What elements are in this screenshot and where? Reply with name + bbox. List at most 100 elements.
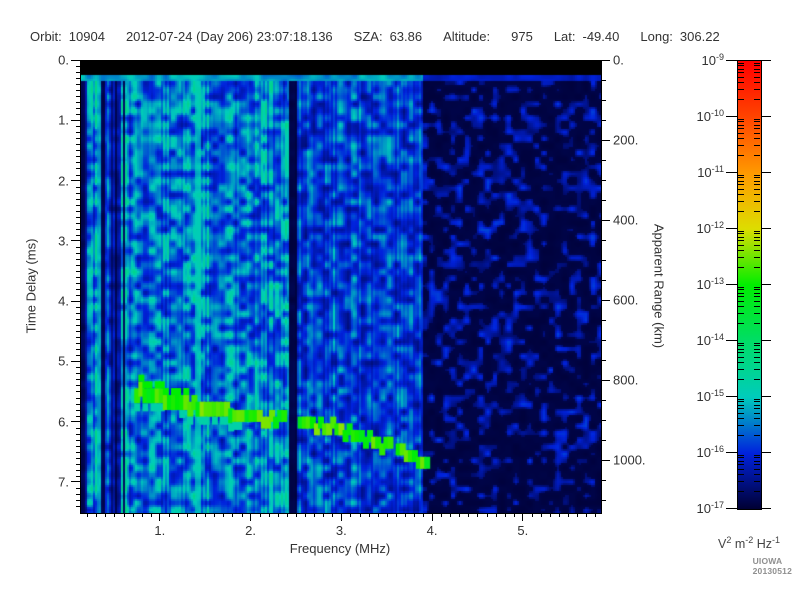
colorbar-minor-tick [754,99,760,101]
left-axis-minor-tick [76,343,80,345]
colorbar-minor-tick [738,82,744,84]
x-axis-minor-tick [123,513,125,517]
colorbar-minor-tick [754,362,760,364]
left-axis-title: Time Delay (ms) [23,238,39,334]
x-axis-tick-label: 3. [335,523,347,538]
colorbar-minor-tick [754,230,760,232]
left-axis-tick [71,119,80,121]
x-axis-tick [250,513,252,521]
x-axis-tick [522,513,524,521]
x-axis-tick-label: 1. [154,523,166,538]
colorbar-minor-tick [738,184,744,186]
colorbar-minor-tick [738,292,744,294]
colorbar-minor-tick [754,348,760,350]
left-axis-minor-tick [76,84,80,86]
header-item: Orbit: 10904 [30,29,105,44]
x-axis-minor-tick [295,513,297,517]
right-axis-tick [601,59,610,61]
colorbar [737,60,762,510]
x-axis-minor-tick [513,513,515,517]
colorbar-minor-tick [738,418,744,420]
colorbar-minor-tick [738,180,744,182]
header-item-label: Orbit: [30,29,62,44]
colorbar-minor-tick [738,177,744,179]
colorbar-minor-tick [738,211,744,213]
right-axis-minor-tick [601,200,606,201]
colorbar-minor-tick [738,188,744,190]
left-axis-minor-tick [76,144,80,146]
colorbar-minor-tick [738,76,744,78]
colorbar-minor-tick [738,474,744,476]
header-item: Long: 306.22 [640,29,719,44]
colorbar-minor-tick [738,369,744,371]
colorbar-minor-tick [754,267,760,269]
colorbar-minor-tick [738,65,744,67]
colorbar-tick-label: 10-17 [696,499,724,517]
colorbar-tick [761,227,771,229]
x-axis-title: Frequency (MHz) [289,541,391,556]
colorbar-minor-tick [754,188,760,190]
colorbar-minor-tick [754,369,760,371]
colorbar-minor-tick [738,289,744,291]
colorbar-tick [726,115,737,117]
colorbar-minor-tick [738,236,744,238]
left-axis-minor-tick [76,295,80,297]
left-axis-minor-tick [76,385,80,387]
colorbar-minor-tick [754,412,760,414]
header-item: Lat: -49.40 [554,29,620,44]
left-axis-minor-tick [76,204,80,206]
x-axis-minor-tick [314,513,316,517]
x-axis-minor-tick [96,513,98,517]
header-item-value: 306.22 [679,29,720,44]
colorbar-minor-tick [754,174,760,176]
right-axis-tick [601,219,610,221]
colorbar-minor-tick [754,233,760,235]
colorbar-tick-label: 10-15 [696,387,724,405]
x-axis-minor-tick [305,513,307,517]
left-axis-minor-tick [76,433,80,435]
right-axis-title: Apparent Range (km) [651,223,667,349]
right-axis-tick-label: 200. [613,132,639,148]
right-axis-minor-tick [601,500,606,501]
colorbar-minor-tick [738,425,744,427]
header-item: Altitude: 975 [443,29,533,44]
left-axis-minor-tick [76,270,80,272]
header-item-value: 10904 [68,29,105,44]
header-item-label: SZA: [353,29,383,44]
colorbar-minor-tick [754,398,760,400]
colorbar-minor-tick [738,464,744,466]
x-axis-minor-tick [223,513,225,517]
colorbar-minor-tick [754,180,760,182]
left-axis-minor-tick [76,415,80,417]
colorbar-minor-tick [754,65,760,67]
colorbar-minor-tick [738,230,744,232]
colorbar-minor-tick [738,342,744,344]
colorbar-minor-tick [738,174,744,176]
left-axis-minor-tick [76,276,80,278]
left-axis-minor-tick [76,469,80,471]
colorbar-minor-tick [738,454,744,456]
colorbar-minor-tick [754,184,760,186]
colorbar-minor-tick [738,124,744,126]
colorbar-minor-tick [754,306,760,308]
colorbar-minor-tick [754,244,760,246]
colorbar-minor-tick [738,233,744,235]
left-axis-tick-label: 4. [58,293,69,309]
colorbar-minor-tick [738,296,744,298]
x-axis-tick [159,513,161,521]
colorbar-minor-tick [754,145,760,147]
right-axis-tick [601,379,610,381]
left-axis-minor-tick [76,493,80,495]
x-axis-minor-tick [559,513,561,517]
right-axis-minor-tick [601,440,606,441]
colorbar-minor-tick [738,267,744,269]
x-axis-minor-tick [168,513,170,517]
left-axis-minor-tick [76,126,80,128]
left-axis-minor-tick [76,72,80,74]
left-axis-minor-tick [76,331,80,333]
x-axis-minor-tick [550,513,552,517]
colorbar-minor-tick [738,313,744,315]
colorbar-minor-tick [754,128,760,130]
left-axis-tick [71,300,80,302]
